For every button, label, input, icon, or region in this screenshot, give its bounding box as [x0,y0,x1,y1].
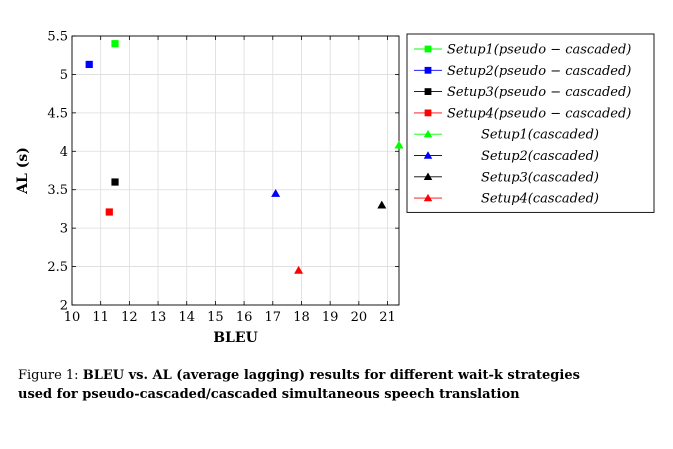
data-points [85,40,404,274]
data-point [111,40,119,48]
plot-frame [71,35,400,306]
data-point [111,178,119,186]
axes [71,35,400,306]
legend-box [406,33,655,213]
legend-label: Setup3(cascaded) [481,170,599,185]
x-tick-label: 18 [293,310,310,325]
scatter-chart: 10 11 12 13 14 15 16 17 18 19 20 21 2 2.5 3 3.5 4 4.5 5 5.… [15,30,655,346]
legend-label: Setup4(pseudo − cascaded) [447,106,631,121]
x-tick-label: 10 [64,310,81,325]
y-tick-label: 2.5 [47,260,68,275]
figure-caption: Figure 1: BLEU vs. AL (average lagging) … [18,366,590,404]
x-axis-label: BLEU [213,330,258,346]
x-tick-label: 11 [92,310,109,325]
y-tick-label: 5 [60,68,68,83]
legend-marker [424,109,432,117]
y-axis-label: AL (s) [15,147,31,195]
y-tick-label: 3 [60,222,68,237]
y-tick-label: 3.5 [47,183,68,198]
x-axis-ticks: 10 11 12 13 14 15 16 17 18 19 20 21 [64,36,396,325]
x-tick-label: 21 [379,310,396,325]
legend-label: Setup1(cascaded) [481,128,599,143]
data-point [394,140,404,149]
x-tick-label: 13 [150,310,167,325]
legend-marker [423,151,433,159]
legend: Setup1(pseudo − cascaded) Setup2(pseudo −… [406,33,655,213]
legend-marker [424,66,432,74]
x-tick-label: 20 [351,310,368,325]
legend-label: Setup1(pseudo − cascaded) [447,43,631,58]
y-tick-label: 4.5 [47,106,68,121]
caption-text: BLEU vs. AL (average lagging) results fo… [18,368,580,402]
grid [71,35,399,306]
y-tick-label: 4 [60,145,68,160]
data-point [294,265,304,274]
legend-marker [424,88,432,95]
legend-marker [423,129,433,138]
legend-marker [423,193,433,202]
data-point [271,189,281,197]
x-tick-label: 17 [265,310,282,325]
legend-marker [424,45,432,53]
x-tick-label: 16 [236,310,253,325]
legend-label: Setup2(pseudo − cascaded) [447,64,631,79]
x-tick-label: 15 [207,310,224,325]
x-tick-label: 19 [322,310,339,325]
legend-marker [423,172,433,180]
y-tick-label: 5.5 [47,30,68,45]
x-tick-label: 14 [178,310,195,325]
x-tick-label: 12 [121,310,138,325]
y-tick-label: 2 [60,299,68,314]
legend-label: Setup2(cascaded) [481,149,599,164]
y-axis-ticks: 2 2.5 3 3.5 4 4.5 5 5.5 [47,30,399,314]
data-point [85,60,93,69]
legend-label: Setup3(pseudo − cascaded) [447,85,631,100]
data-point [377,200,387,209]
legend-label: Setup4(cascaded) [481,192,599,207]
data-point [105,208,113,216]
caption-label: Figure 1: [18,368,79,383]
